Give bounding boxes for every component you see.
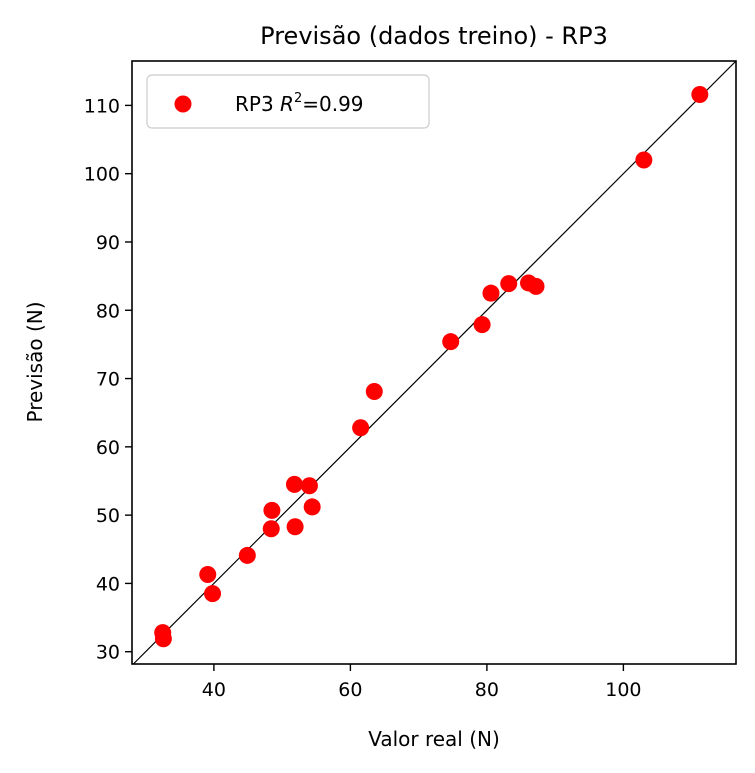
y-tick-label: 40	[96, 573, 120, 595]
data-point	[286, 518, 304, 536]
data-point	[238, 546, 256, 564]
x-axis-label: Valor real (N)	[368, 727, 500, 751]
legend-label: RP3 R2=0.99	[235, 91, 364, 116]
data-point	[199, 566, 217, 584]
legend-label-suffix: =0.99	[302, 92, 363, 116]
data-point	[303, 498, 321, 516]
x-axis-ticks: 40 60 80 100	[202, 664, 642, 701]
data-point	[262, 520, 280, 538]
data-point	[300, 477, 318, 495]
data-point	[527, 277, 545, 295]
data-point	[263, 501, 281, 519]
y-tick-label: 100	[84, 164, 120, 186]
data-point	[204, 585, 222, 603]
x-tick-label: 40	[202, 679, 226, 701]
x-tick-label: 80	[475, 679, 499, 701]
data-point	[442, 333, 460, 351]
plot-frame	[131, 60, 737, 665]
legend-label-exp: 2	[294, 91, 302, 106]
data-point	[365, 383, 383, 401]
plot-area	[131, 60, 737, 665]
y-tick-label: 70	[96, 369, 120, 391]
data-point	[635, 151, 653, 169]
legend-label-var: R	[280, 92, 294, 116]
legend: RP3 R2=0.99	[146, 74, 430, 129]
data-points	[154, 85, 709, 648]
data-point	[691, 85, 709, 103]
y-tick-label: 60	[96, 437, 120, 459]
data-point	[500, 275, 518, 293]
data-point	[482, 284, 500, 302]
x-tick-label: 60	[338, 679, 362, 701]
identity-line	[132, 60, 737, 665]
chart-title: Previsão (dados treino) - RP3	[260, 22, 608, 50]
data-point	[285, 475, 303, 493]
y-tick-label: 110	[84, 95, 120, 117]
y-tick-label: 90	[96, 232, 120, 254]
data-point	[154, 630, 172, 648]
x-tick-label: 100	[605, 679, 641, 701]
y-axis-ticks: 30 40 50 60 70 80 90 100 110	[84, 95, 132, 664]
y-tick-label: 80	[96, 300, 120, 322]
data-point	[352, 419, 370, 437]
y-axis-label: Previsão (N)	[23, 301, 47, 422]
y-tick-label: 30	[96, 642, 120, 664]
legend-label-prefix: RP3	[235, 92, 280, 116]
data-point	[473, 316, 491, 334]
y-tick-label: 50	[96, 505, 120, 527]
legend-box	[146, 74, 430, 129]
legend-marker	[174, 95, 192, 113]
